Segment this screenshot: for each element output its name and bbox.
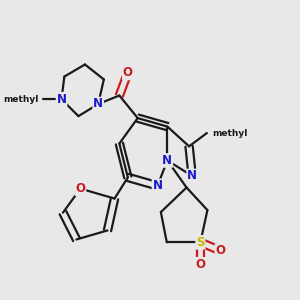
Text: O: O <box>123 66 133 80</box>
Text: N: N <box>187 169 197 182</box>
Text: O: O <box>75 182 85 195</box>
Text: N: N <box>93 98 103 110</box>
Text: N: N <box>152 179 163 192</box>
Text: S: S <box>196 236 205 249</box>
Text: O: O <box>215 244 225 257</box>
Text: N: N <box>162 154 172 167</box>
Text: methyl: methyl <box>212 129 247 138</box>
Text: N: N <box>56 93 67 106</box>
Text: methyl: methyl <box>3 95 38 104</box>
Text: O: O <box>195 258 206 271</box>
